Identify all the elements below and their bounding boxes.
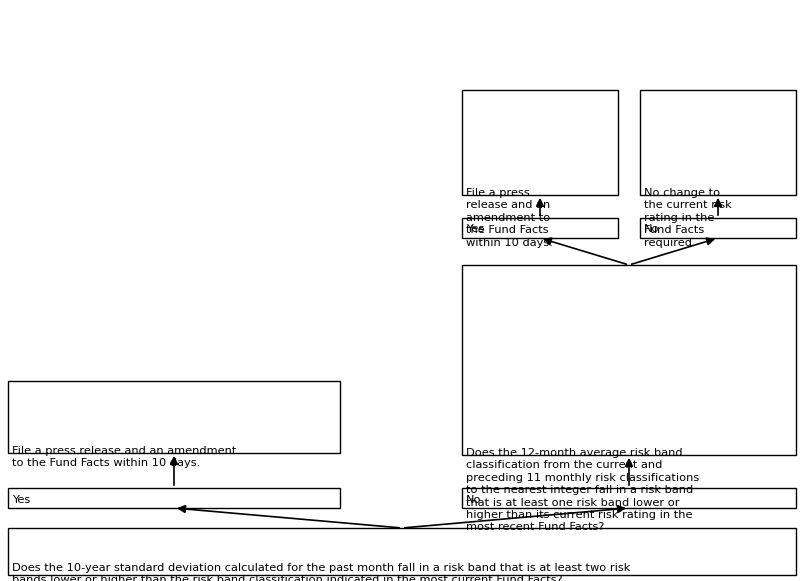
Bar bbox=[462, 265, 796, 455]
Text: Does the 10-year standard deviation calculated for the past month fall in a risk: Does the 10-year standard deviation calc… bbox=[12, 563, 630, 581]
Text: File a press
release and an
amendment to
the Fund Facts
within 10 days.: File a press release and an amendment to… bbox=[466, 188, 553, 248]
Bar bbox=[462, 90, 618, 195]
Text: File a press release and an amendment
to the Fund Facts within 10 days.: File a press release and an amendment to… bbox=[12, 446, 236, 468]
Text: Does the 12-month average risk band
classification from the current and
precedin: Does the 12-month average risk band clas… bbox=[466, 448, 699, 532]
Text: No: No bbox=[644, 224, 659, 234]
Bar bbox=[8, 488, 340, 508]
Bar bbox=[640, 218, 796, 238]
Text: Yes: Yes bbox=[466, 224, 484, 234]
Bar bbox=[462, 488, 796, 508]
Bar bbox=[462, 218, 618, 238]
Text: No change to
the current risk
rating in the
Fund Facts
required.: No change to the current risk rating in … bbox=[644, 188, 732, 248]
Bar bbox=[8, 528, 796, 575]
Text: No: No bbox=[466, 495, 482, 505]
Bar bbox=[640, 90, 796, 195]
Bar bbox=[8, 381, 340, 453]
Text: Yes: Yes bbox=[12, 495, 30, 505]
